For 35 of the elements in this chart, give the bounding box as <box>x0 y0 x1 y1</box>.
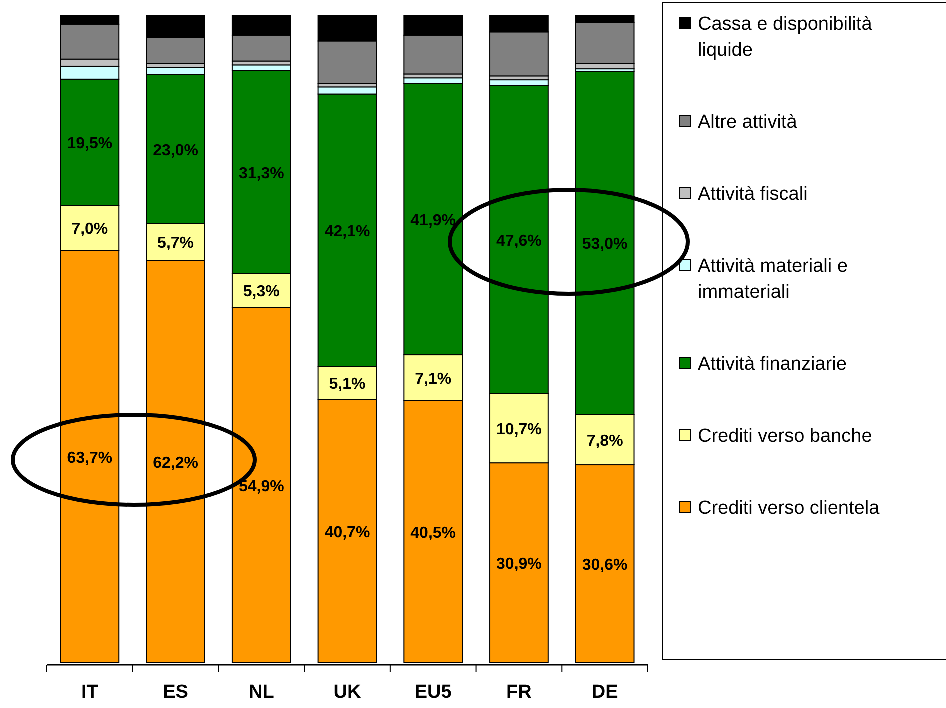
data-label: 41,9% <box>410 212 456 230</box>
x-tick-label: EU5 <box>414 682 452 703</box>
data-label: 53,0% <box>582 236 628 254</box>
x-tick-label: DE <box>592 682 618 703</box>
legend-label: Cassa e disponibilità liquide <box>698 14 873 61</box>
x-tick-label: FR <box>506 682 532 703</box>
data-label: 54,9% <box>238 478 284 496</box>
x-tick-label: NL <box>248 682 275 703</box>
data-label: 10,7% <box>496 421 542 438</box>
data-label: 7,1% <box>415 370 452 388</box>
data-label: 7,0% <box>72 221 108 238</box>
legend-label: Crediti verso banche <box>698 426 872 447</box>
legend-label: Altre attività <box>698 112 798 133</box>
data-label: 31,3% <box>238 165 284 182</box>
data-label: 5,1% <box>329 376 366 394</box>
legend-label: Attività finanziarie <box>698 354 847 375</box>
data-label: 30,9% <box>496 556 542 574</box>
x-tick-label: UK <box>334 682 362 703</box>
data-label: 5,3% <box>243 284 280 301</box>
legend-label: Crediti verso clientela <box>698 498 880 519</box>
x-tick-label: ES <box>163 682 188 703</box>
data-label: 40,5% <box>410 524 456 542</box>
data-label: 7,8% <box>586 432 624 450</box>
data-label: 5,7% <box>158 235 194 252</box>
data-label: 30,6% <box>582 557 628 574</box>
x-tick-label: IT <box>81 682 99 703</box>
data-label: 62,2% <box>153 454 198 472</box>
data-label: 42,1% <box>324 223 370 240</box>
legend-label: Attività fiscali <box>698 184 808 205</box>
data-label: 63,7% <box>67 450 113 467</box>
legend-label: Attività materiali e immateriali <box>698 256 848 303</box>
data-label: 23,0% <box>153 142 198 160</box>
data-label: 19,5% <box>67 135 113 152</box>
data-label: 40,7% <box>324 524 370 542</box>
data-label: 47,6% <box>496 232 542 250</box>
